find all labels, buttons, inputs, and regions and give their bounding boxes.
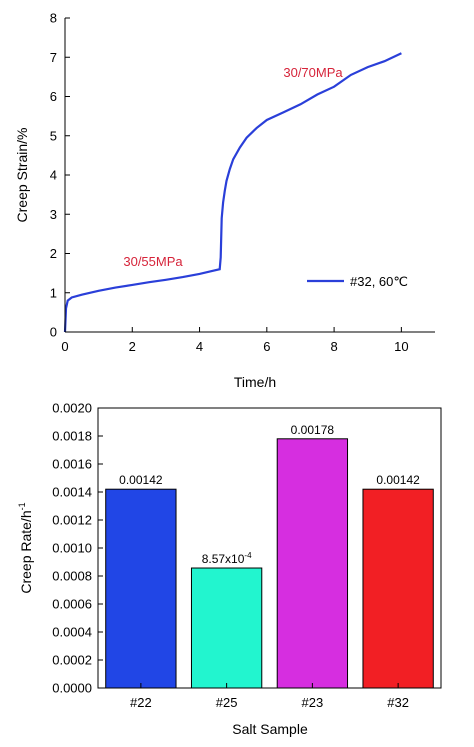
line-x-tick-label: 10 (394, 339, 408, 354)
line-legend: #32, 60℃ (307, 274, 408, 289)
bar-y-tick-label: 0.0004 (52, 625, 92, 640)
bar-y-axis-title: Creep Rate/h-1 (17, 502, 34, 593)
bar-data-label: 0.00178 (291, 423, 335, 437)
bar-y-tick-label: 0.0002 (52, 653, 92, 668)
bar-category-label: #23 (302, 695, 324, 710)
line-y-tick-label: 2 (50, 246, 57, 261)
bar-y-tick-label: 0.0010 (52, 541, 92, 556)
line-x-tick-label: 6 (263, 339, 270, 354)
bar-y-tick-label: 0.0008 (52, 569, 92, 584)
bar-data-label-value: 0.00142 (119, 473, 163, 487)
bar-category-label: #32 (387, 695, 409, 710)
bar-data-labels: 0.00142 8.57x10-4 0.00178 0.00142 (119, 423, 420, 566)
line-y-tick-label: 5 (50, 128, 57, 143)
creep-strain-series-line (63, 52, 402, 333)
bar-y-axis-title-main: Creep Rate/h (18, 510, 34, 593)
line-x-tick-label: 8 (330, 339, 337, 354)
annotation-30-70mpa: 30/70MPa (283, 65, 343, 80)
bar-y-tick-label: 0.0016 (52, 457, 92, 472)
bar-y-tick-label: 0.0012 (52, 513, 92, 528)
line-y-tick-label: 4 (50, 168, 57, 183)
bar-y-tick-label: 0.0014 (52, 485, 92, 500)
line-y-tick-label: 0 (50, 325, 57, 340)
bar-data-label-exponent: -4 (244, 551, 252, 560)
bar-category-label: #25 (216, 695, 238, 710)
bar-y-tick-label: 0.0018 (52, 429, 92, 444)
line-x-axis-title: Time/h (234, 374, 276, 390)
line-y-tick-label: 7 (50, 50, 57, 65)
bar-y-tick-label: 0.0006 (52, 597, 92, 612)
line-y-tick-label: 1 (50, 285, 57, 300)
bar-32 (362, 488, 434, 689)
line-x-tick-label: 2 (129, 339, 136, 354)
annotation-30-55mpa: 30/55MPa (123, 254, 183, 269)
creep-strain-line-chart: 0 1 2 3 4 5 6 7 8 0 2 4 6 8 10 30/55MPa 30/70MPa #32,… (14, 11, 435, 390)
bar-y-tick-label: 0.0000 (52, 681, 92, 696)
bar-data-label-value: 8.57x10 (202, 552, 245, 566)
legend-label: #32, 60℃ (350, 274, 408, 289)
line-y-axis-title: Creep Strain/% (14, 128, 30, 223)
line-x-axis-ticks: 0 2 4 6 8 10 (61, 327, 409, 354)
bar-data-label: 8.57x10-4 (202, 551, 252, 566)
line-y-axis-ticks: 0 1 2 3 4 5 6 7 8 (50, 11, 70, 340)
bar-y-tick-label: 0.0020 (52, 401, 92, 416)
bar-22 (105, 488, 177, 689)
bar-y-axis-ticks: 0.0000 0.0002 0.0004 0.0006 0.0008 0.0010 0.00… (52, 401, 103, 696)
bars (105, 438, 434, 689)
line-x-tick-label: 0 (61, 339, 68, 354)
line-x-tick-label: 4 (196, 339, 203, 354)
bar-data-label: 0.00142 (376, 473, 420, 487)
line-y-tick-label: 6 (50, 89, 57, 104)
bar-23 (276, 438, 349, 689)
bar-category-labels: #22 #25 #23 #32 (130, 683, 409, 710)
bar-data-label: 0.00142 (119, 473, 163, 487)
bar-x-axis-title: Salt Sample (232, 721, 308, 737)
creep-rate-bar-chart: 0.0000 0.0002 0.0004 0.0006 0.0008 0.0010 0.00… (17, 401, 442, 737)
bar-25 (190, 567, 263, 689)
line-y-tick-label: 8 (50, 11, 57, 26)
bar-data-label-value: 0.00178 (291, 423, 335, 437)
bar-category-label: #22 (130, 695, 152, 710)
bar-y-axis-title-sup: -1 (17, 502, 27, 510)
line-y-tick-label: 3 (50, 207, 57, 222)
bar-data-label-value: 0.00142 (376, 473, 420, 487)
